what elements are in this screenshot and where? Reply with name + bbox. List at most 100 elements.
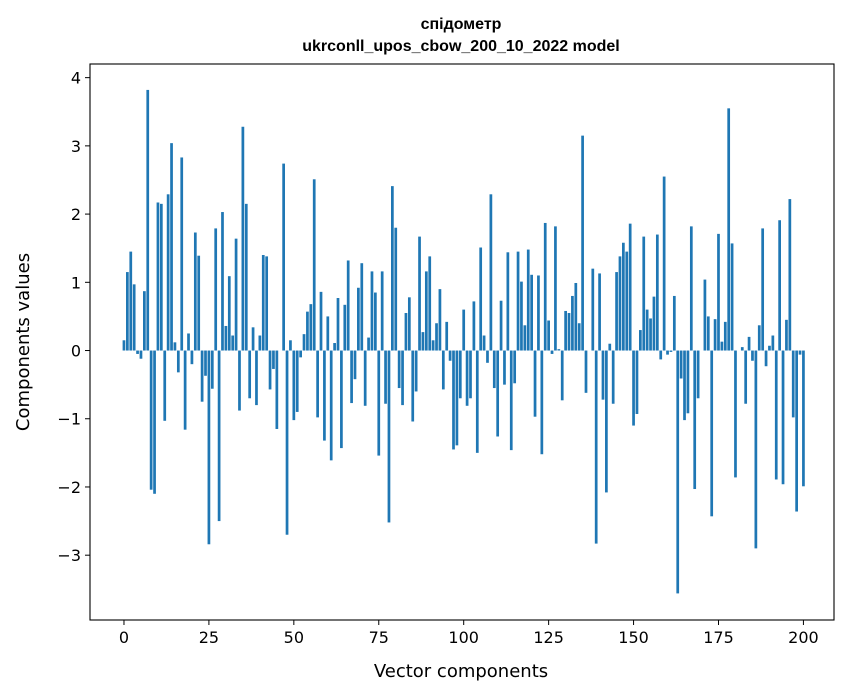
bar [153, 350, 156, 494]
bar [251, 327, 255, 351]
bar [740, 347, 744, 351]
bar [360, 263, 364, 351]
bar [509, 350, 513, 451]
bar [727, 108, 731, 351]
bar [452, 350, 455, 450]
bar [411, 350, 415, 422]
bar [479, 247, 483, 351]
bar [428, 256, 432, 351]
bar [275, 350, 279, 429]
bar [268, 350, 272, 390]
y-tick-label: 4 [71, 69, 81, 88]
bar [404, 313, 408, 351]
bar [577, 323, 581, 351]
bar [761, 228, 765, 351]
y-axis-label: Components values [13, 253, 34, 431]
bar [126, 272, 129, 351]
bar [689, 226, 693, 351]
bar [496, 350, 500, 437]
bar [730, 243, 734, 351]
bar [244, 203, 248, 351]
bar [316, 350, 319, 418]
bar [581, 135, 584, 351]
bar [176, 350, 180, 373]
bar [530, 274, 533, 351]
bar [781, 350, 785, 485]
bar [146, 89, 150, 351]
bar [407, 297, 411, 351]
bar [706, 316, 710, 351]
bar [642, 236, 646, 351]
bar [635, 350, 639, 414]
bar [625, 251, 629, 351]
bar [197, 255, 201, 351]
bar [309, 304, 313, 351]
bar [258, 335, 262, 351]
bar [295, 350, 299, 412]
bar [435, 323, 438, 351]
bar [394, 227, 398, 351]
bar [193, 232, 197, 351]
bar [594, 350, 598, 544]
bar [713, 319, 717, 351]
bar [618, 256, 622, 351]
bar [686, 350, 690, 414]
bar [129, 251, 133, 351]
bar [754, 350, 758, 549]
y-tick-label: 0 [71, 342, 81, 361]
bar [659, 350, 663, 360]
plot-frame [89, 63, 835, 621]
bar [234, 238, 238, 351]
bar [282, 163, 285, 351]
bar [200, 350, 204, 402]
bar [526, 249, 530, 351]
bar [445, 321, 449, 351]
bar [170, 143, 173, 351]
x-tick-label: 175 [703, 628, 734, 647]
bar [557, 349, 561, 351]
bar [299, 350, 302, 358]
bar [353, 350, 357, 380]
bar [265, 256, 269, 351]
bar [537, 275, 540, 351]
bar [516, 251, 520, 351]
bar [421, 332, 425, 351]
y-tick-label: −3 [57, 546, 81, 565]
bar [564, 310, 567, 351]
bar [207, 350, 211, 545]
bar [458, 350, 462, 399]
bar [622, 242, 625, 351]
bar [241, 126, 245, 351]
bar [462, 309, 466, 351]
bar [469, 350, 472, 399]
bar [370, 271, 374, 351]
y-tick-label: 2 [71, 205, 81, 224]
bar [639, 330, 642, 351]
bar [679, 350, 683, 379]
bar [669, 350, 673, 352]
bar [224, 325, 228, 351]
bar [472, 301, 476, 351]
bar [272, 350, 275, 369]
bar [655, 234, 659, 351]
bar [567, 313, 571, 351]
bar [431, 340, 435, 351]
bar [397, 350, 401, 389]
bar [231, 335, 235, 351]
bar [187, 333, 190, 351]
bar [319, 291, 323, 351]
bar [649, 318, 652, 351]
bar [217, 350, 221, 522]
x-tick-label: 150 [618, 628, 649, 647]
bar [601, 350, 605, 400]
y-tick-label: −2 [57, 478, 81, 497]
bar [795, 350, 798, 512]
bar [591, 268, 595, 351]
bar [683, 350, 686, 421]
bar [492, 350, 496, 389]
bar [693, 350, 697, 490]
bar [503, 350, 506, 385]
bar [261, 255, 265, 351]
x-tick-label: 100 [448, 628, 479, 647]
